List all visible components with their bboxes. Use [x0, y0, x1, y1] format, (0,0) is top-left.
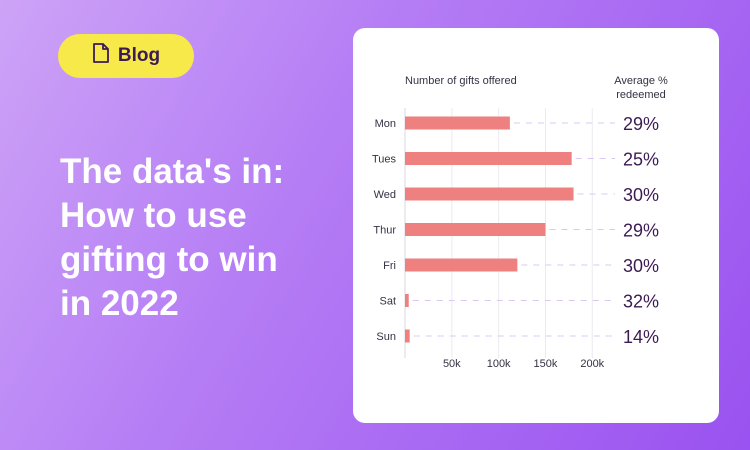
redeemed-value: 30%: [623, 256, 659, 276]
x-tick-label: 50k: [443, 358, 461, 370]
category-label: Tues: [372, 154, 397, 166]
category-label: Sun: [376, 331, 396, 343]
bar: [405, 152, 572, 165]
headline-line-2: How to use: [60, 196, 247, 235]
bar: [405, 329, 410, 343]
category-label: Fri: [383, 260, 396, 272]
redeemed-value: 32%: [623, 292, 659, 312]
category-label: Mon: [375, 118, 396, 130]
redeemed-value: 25%: [623, 150, 659, 170]
category-label: Thur: [373, 225, 396, 237]
blog-badge[interactable]: Blog: [58, 34, 194, 78]
x-tick-label: 200k: [580, 358, 604, 370]
bar: [405, 223, 546, 236]
redeemed-value: 29%: [623, 114, 659, 134]
bar: [405, 294, 409, 307]
x-axis-title: Number of gifts offered: [405, 75, 517, 87]
bar-chart: Number of gifts offered Average % redeemed…: [372, 75, 668, 370]
bar: [405, 116, 510, 130]
badge-label: Blog: [117, 45, 161, 66]
document-icon: [92, 43, 110, 69]
x-tick-label: 150k: [534, 358, 558, 370]
category-label: Wed: [374, 189, 396, 201]
redeemed-value: 30%: [623, 185, 659, 205]
chart-card: Number of gifts offered Average % redeemed…: [353, 28, 719, 423]
redeemed-header: Average % redeemed: [614, 75, 668, 101]
headline-line-3: gifting to win: [60, 240, 278, 279]
bar: [405, 258, 518, 272]
redeemed-value: 14%: [623, 327, 659, 347]
x-tick-label: 100k: [487, 358, 511, 370]
headline-line-4: in 2022: [60, 284, 179, 323]
redeemed-value: 29%: [623, 221, 659, 241]
headline: The data's in: How to use gifting to win…: [60, 150, 350, 326]
bar: [405, 187, 574, 201]
headline-line-1: The data's in:: [60, 152, 285, 191]
category-label: Sat: [379, 296, 396, 308]
